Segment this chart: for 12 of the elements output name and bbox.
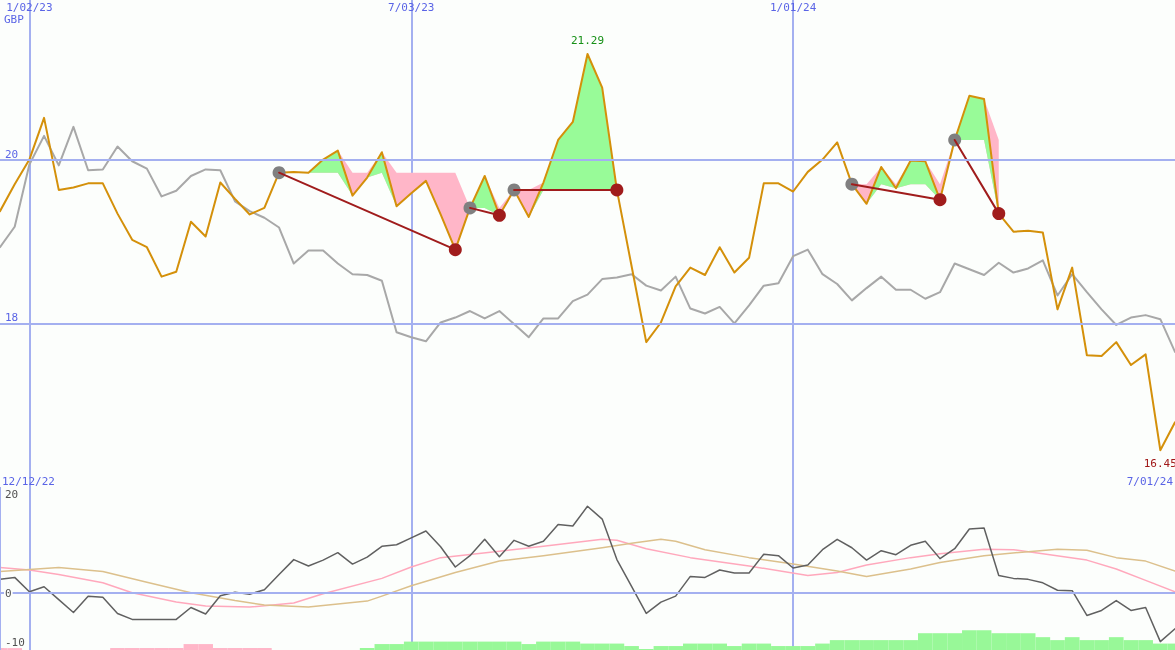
y-tick-label: -10 — [5, 636, 25, 650]
y-axis-title: GBP — [4, 13, 25, 26]
x-tick-label: 1/02/23 — [6, 1, 53, 14]
y-tick-label: 18 — [5, 311, 19, 325]
annotation: 12/12/22 — [2, 475, 55, 488]
y-tick-label: 20 — [5, 487, 19, 501]
annotation: 21.29 — [570, 34, 605, 48]
annotation: 7/01/24 — [1126, 475, 1174, 488]
y-tick-label: 20 — [5, 147, 19, 161]
x-tick-label: 7/03/23 — [388, 1, 435, 14]
x-tick-label: 1/01/24 — [769, 1, 817, 14]
y-tick-label: 0 — [5, 586, 12, 600]
